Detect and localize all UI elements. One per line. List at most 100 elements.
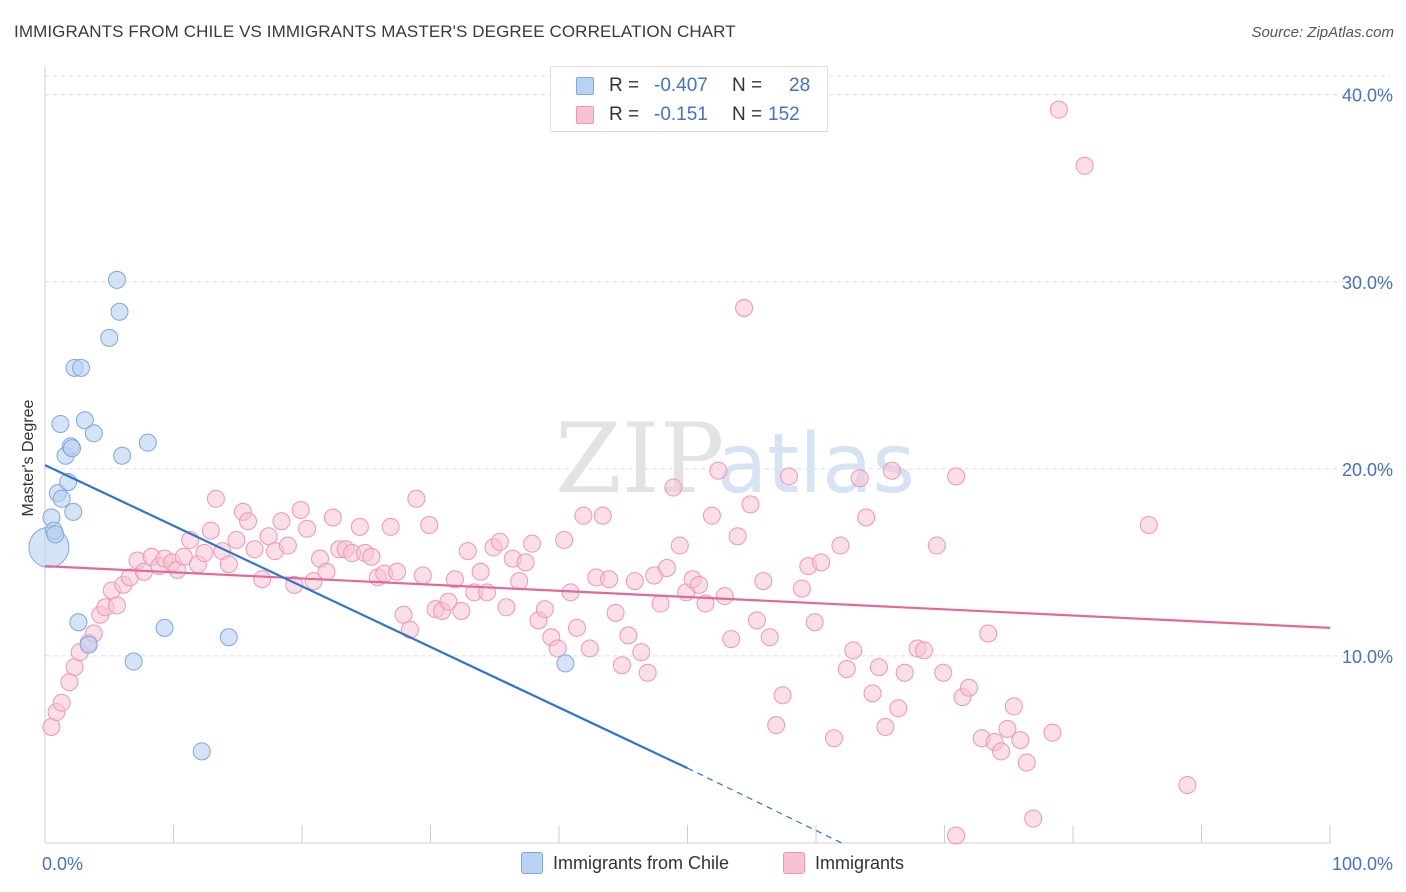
- immigrants-point: [889, 699, 908, 718]
- immigrants-point: [195, 544, 214, 563]
- immigrants-point: [535, 600, 554, 619]
- immigrants-point: [52, 693, 71, 712]
- immigrants-point: [715, 587, 734, 606]
- immigrants-point: [625, 572, 644, 591]
- chile-point: [124, 652, 143, 671]
- x-tick-label-min: 0.0%: [42, 854, 83, 874]
- immigrants-point: [850, 469, 869, 488]
- immigrants-point: [837, 660, 856, 679]
- immigrants-point: [632, 643, 651, 662]
- immigrants-point: [947, 467, 966, 486]
- grid-lines: [45, 75, 1390, 657]
- r-value: -0.151: [654, 104, 708, 125]
- immigrants-point: [350, 517, 369, 536]
- immigrants-point: [690, 575, 709, 594]
- chile-point: [107, 270, 126, 289]
- immigrants-point: [767, 716, 786, 735]
- immigrants-point: [42, 718, 61, 737]
- immigrants-point: [722, 630, 741, 649]
- legend-label-chile: Immigrants from Chile: [553, 852, 730, 873]
- immigrants-point: [107, 596, 126, 615]
- immigrants-point: [407, 489, 426, 508]
- chile-point: [64, 502, 83, 521]
- immigrants-point: [728, 527, 747, 546]
- immigrants-point: [670, 536, 689, 555]
- legend-item-chile[interactable]: Immigrants from Chile: [521, 852, 729, 874]
- y-tick-label: 40.0%: [1342, 86, 1393, 106]
- chart-title: IMMIGRANTS FROM CHILE VS IMMIGRANTS MAST…: [14, 22, 736, 41]
- chile-swatch: [576, 77, 594, 95]
- immigrants-point: [844, 641, 863, 660]
- immigrants-point: [278, 536, 297, 555]
- chile-point: [556, 654, 575, 673]
- watermark-zip: ZIP: [555, 403, 724, 515]
- immigrants-point: [709, 461, 728, 480]
- immigrants-point: [490, 532, 509, 551]
- chile-point: [52, 489, 71, 508]
- immigrants-point: [741, 495, 760, 514]
- immigrants-point: [792, 579, 811, 598]
- chile-point: [62, 439, 81, 458]
- r-label: R =: [609, 104, 640, 125]
- immigrants-point: [1043, 723, 1062, 742]
- immigrants-point: [523, 534, 542, 553]
- immigrants-point: [927, 536, 946, 555]
- immigrants-point: [219, 555, 238, 574]
- x-tick-label-max: 100.0%: [1332, 854, 1393, 874]
- immigrants-point: [323, 508, 342, 527]
- immigrants-point: [1075, 156, 1094, 175]
- immigrants-point: [606, 603, 625, 622]
- n-value: 28: [789, 75, 811, 96]
- legend: Immigrants from Chile Immigrants: [0, 850, 1406, 880]
- immigrants-swatch: [576, 106, 594, 124]
- immigrants-point: [754, 572, 773, 591]
- immigrants-point: [400, 620, 419, 639]
- immigrants-point: [445, 570, 464, 589]
- immigrants-point: [869, 658, 888, 677]
- immigrants-point: [555, 530, 574, 549]
- source-label: Source: ZipAtlas.com: [1251, 24, 1394, 41]
- immigrants-point: [174, 547, 193, 566]
- immigrants-point: [876, 718, 895, 737]
- r-label: R =: [609, 75, 640, 96]
- n-label: N =: [732, 75, 763, 96]
- immigrants-point: [580, 639, 599, 658]
- immigrants-point: [914, 641, 933, 660]
- immigrants-point: [992, 742, 1011, 761]
- immigrants-point: [657, 559, 676, 578]
- immigrants-point: [60, 673, 79, 692]
- stats-row-chile: R = -0.407 N = 28: [551, 71, 827, 101]
- immigrants-point: [291, 501, 310, 520]
- immigrants-point: [65, 658, 84, 677]
- immigrants-point: [245, 540, 264, 559]
- immigrants-point: [593, 506, 612, 525]
- immigrants-point: [227, 530, 246, 549]
- legend-item-immigrants[interactable]: Immigrants: [783, 852, 904, 874]
- immigrants-point: [298, 519, 317, 538]
- legend-swatch-chile: [521, 852, 543, 874]
- immigrants-point: [259, 527, 278, 546]
- chile-points: [28, 270, 575, 761]
- immigrants-trend-line: [44, 565, 1331, 629]
- immigrants-point: [773, 686, 792, 705]
- chile-point: [79, 635, 98, 654]
- chile-point: [110, 302, 129, 321]
- chile-point: [51, 414, 70, 433]
- immigrants-point: [651, 594, 670, 613]
- immigrants-point: [272, 512, 291, 531]
- chile-point: [71, 358, 90, 377]
- immigrants-point: [452, 602, 471, 621]
- chile-point: [113, 446, 132, 465]
- immigrants-point: [362, 547, 381, 566]
- immigrants-point: [574, 506, 593, 525]
- n-label: N =: [732, 104, 763, 125]
- immigrants-point: [567, 618, 586, 637]
- immigrants-point: [439, 592, 458, 611]
- immigrants-point: [239, 512, 258, 531]
- immigrants-point: [947, 826, 966, 845]
- immigrants-point: [959, 678, 978, 697]
- immigrants-point: [471, 562, 490, 581]
- immigrants-point: [760, 628, 779, 647]
- immigrants-point: [812, 553, 831, 572]
